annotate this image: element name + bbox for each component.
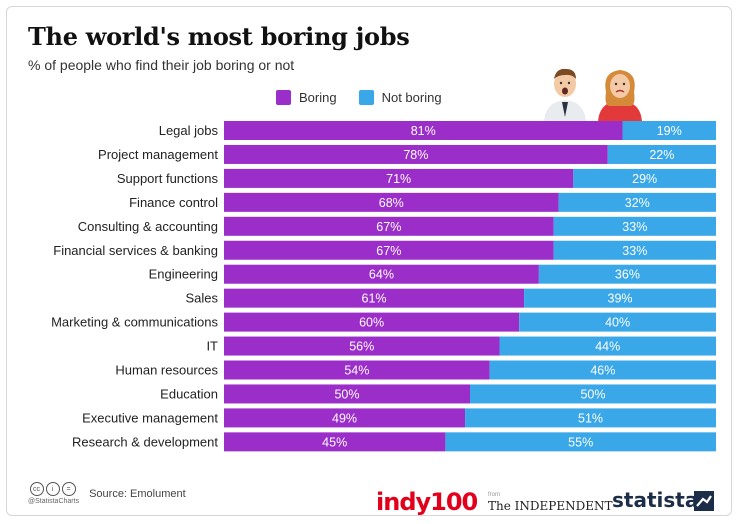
category-label-project-management: Project management — [98, 147, 218, 162]
bar-boring-finance-control[interactable] — [224, 192, 559, 212]
bar-not-boring-human-resources[interactable] — [489, 360, 716, 380]
bar-boring-project-management[interactable] — [224, 144, 608, 164]
category-label-support-functions: Support functions — [117, 171, 219, 186]
from-label: from — [488, 492, 500, 498]
indy100-logo: indy100 — [376, 488, 478, 516]
footer: cc i = @StatistaCharts Source: Emolument — [28, 482, 186, 505]
bar-boring-executive-management[interactable] — [224, 408, 466, 428]
independent-logo: The INDEPENDENT — [488, 499, 613, 513]
value-label-boring-financial-services-banking: 67% — [376, 244, 401, 258]
value-label-not-boring-legal-jobs: 19% — [657, 124, 682, 138]
value-label-boring-support-functions: 71% — [386, 172, 411, 186]
no-derivatives-icon: = — [61, 482, 76, 496]
value-label-boring-human-resources: 54% — [344, 364, 369, 378]
legend-item-boring[interactable]: Boring — [276, 90, 337, 105]
value-label-not-boring-research-development: 55% — [568, 435, 593, 449]
value-label-not-boring-education: 50% — [580, 387, 605, 401]
bar-boring-engineering[interactable] — [224, 264, 539, 284]
value-label-not-boring-project-management: 22% — [649, 148, 674, 162]
license-badge: cc i = @StatistaCharts — [28, 482, 79, 505]
bar-boring-education[interactable] — [224, 384, 470, 404]
source-label: Source: Emolument — [89, 487, 186, 500]
bar-boring-support-functions[interactable] — [224, 168, 574, 188]
category-label-financial-services-banking: Financial services & banking — [53, 243, 218, 258]
creative-commons-icon: cc — [29, 482, 44, 496]
bar-not-boring-marketing-communications[interactable] — [519, 312, 716, 332]
bar-not-boring-financial-services-banking[interactable] — [553, 240, 716, 260]
bar-not-boring-support-functions[interactable] — [573, 168, 716, 188]
bar-not-boring-legal-jobs[interactable] — [622, 121, 716, 140]
category-label-engineering: Engineering — [149, 267, 218, 282]
value-label-not-boring-finance-control: 32% — [625, 196, 650, 210]
bar-not-boring-project-management[interactable] — [607, 144, 716, 164]
value-label-boring-engineering: 64% — [369, 268, 394, 282]
value-label-boring-marketing-communications: 60% — [359, 316, 384, 330]
bar-boring-legal-jobs[interactable] — [224, 121, 623, 140]
value-label-not-boring-engineering: 36% — [615, 268, 640, 282]
chart-title: The world's most boring jobs — [28, 22, 410, 51]
value-label-boring-consulting-accounting: 67% — [376, 220, 401, 234]
value-label-not-boring-human-resources: 46% — [590, 364, 615, 378]
value-label-boring-sales: 61% — [362, 292, 387, 306]
bar-not-boring-consulting-accounting[interactable] — [553, 216, 716, 236]
legend-item-not-boring[interactable]: Not boring — [358, 90, 442, 105]
category-label-consulting-accounting: Consulting & accounting — [78, 219, 218, 234]
chart-frame — [6, 6, 732, 516]
category-label-sales: Sales — [185, 291, 218, 306]
woman-avatar-icon — [598, 70, 642, 124]
legend-swatch-not-boring — [358, 90, 374, 105]
value-label-not-boring-sales: 39% — [608, 292, 633, 306]
value-label-boring-research-development: 45% — [322, 435, 347, 449]
chart-legend: Boring Not boring — [276, 90, 464, 105]
category-label-legal-jobs: Legal jobs — [159, 123, 219, 138]
value-label-boring-it: 56% — [349, 340, 374, 354]
value-label-boring-education: 50% — [334, 387, 359, 401]
category-label-research-development: Research & development — [72, 434, 218, 449]
value-label-boring-finance-control: 68% — [379, 196, 404, 210]
category-label-finance-control: Finance control — [129, 195, 218, 210]
chart-subtitle: % of people who find their job boring or… — [28, 57, 295, 73]
category-label-marketing-communications: Marketing & communications — [51, 315, 218, 330]
bar-not-boring-finance-control[interactable] — [558, 192, 716, 212]
bar-not-boring-sales[interactable] — [524, 288, 716, 308]
bar-boring-it[interactable] — [224, 336, 500, 356]
bar-boring-research-development[interactable] — [224, 432, 446, 452]
bar-boring-sales[interactable] — [224, 288, 525, 308]
legend-swatch-boring — [276, 90, 291, 105]
legend-label-not-boring: Not boring — [381, 90, 442, 105]
legend-label-boring: Boring — [299, 90, 337, 105]
bar-not-boring-it[interactable] — [499, 336, 716, 356]
value-label-boring-project-management: 78% — [403, 148, 428, 162]
attribution-icon: i — [45, 482, 60, 496]
bar-not-boring-education[interactable] — [470, 384, 716, 404]
bar-not-boring-research-development[interactable] — [445, 432, 716, 452]
category-label-executive-management: Executive management — [82, 410, 218, 425]
value-label-not-boring-marketing-communications: 40% — [605, 316, 630, 330]
value-label-not-boring-support-functions: 29% — [632, 172, 657, 186]
statista-logo-icon — [694, 491, 714, 511]
value-label-not-boring-consulting-accounting: 33% — [622, 220, 647, 234]
value-label-not-boring-it: 44% — [595, 340, 620, 354]
bar-boring-consulting-accounting[interactable] — [224, 216, 554, 236]
category-label-education: Education — [160, 386, 218, 401]
statista-logo: statista — [612, 488, 699, 512]
value-label-not-boring-executive-management: 51% — [578, 411, 603, 425]
value-label-boring-executive-management: 49% — [332, 411, 357, 425]
man-avatar-icon — [544, 68, 586, 124]
bar-not-boring-executive-management[interactable] — [465, 408, 716, 428]
category-label-human-resources: Human resources — [115, 363, 218, 378]
value-label-boring-legal-jobs: 81% — [411, 124, 436, 138]
bar-boring-financial-services-banking[interactable] — [224, 240, 554, 260]
bar-boring-marketing-communications[interactable] — [224, 312, 520, 332]
bar-not-boring-engineering[interactable] — [538, 264, 716, 284]
category-label-it: IT — [206, 339, 218, 354]
value-label-not-boring-financial-services-banking: 33% — [622, 244, 647, 258]
people-illustration — [544, 68, 642, 124]
statista-handle: @StatistaCharts — [28, 498, 80, 505]
bar-boring-human-resources[interactable] — [224, 360, 490, 380]
